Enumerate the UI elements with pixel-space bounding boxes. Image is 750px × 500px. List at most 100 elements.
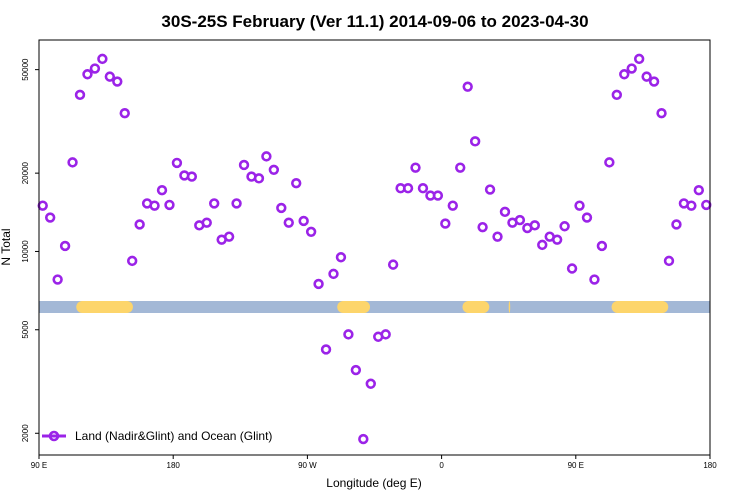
data-point-0-34 <box>291 177 302 189</box>
data-point-0-36 <box>305 226 317 238</box>
data-point-0-46 <box>380 329 391 340</box>
data-point-0-57 <box>462 81 473 92</box>
data-point-0-47 <box>387 259 399 270</box>
legend-marker-swatch <box>48 430 60 442</box>
x-tick-label-1: 180 <box>167 461 181 470</box>
data-point-0-80 <box>633 53 645 65</box>
data-point-0-53 <box>432 190 444 201</box>
data-point-0-69 <box>551 234 563 245</box>
data-point-0-79 <box>626 63 637 74</box>
data-point-0-89 <box>701 199 712 211</box>
data-point-0-33 <box>283 217 294 228</box>
data-point-0-49 <box>402 183 414 194</box>
data-point-0-11 <box>119 108 130 119</box>
data-point-0-75 <box>596 240 608 252</box>
data-point-0-39 <box>328 268 339 280</box>
data-point-0-31 <box>268 164 280 176</box>
data-point-0-44 <box>365 378 376 389</box>
data-point-0-32 <box>276 202 287 214</box>
data-point-0-29 <box>253 173 265 184</box>
y-tick-label-0: 2000 <box>21 424 30 442</box>
data-point-0-43 <box>358 433 369 445</box>
data-point-0-42 <box>350 364 362 376</box>
legend: Land (Nadir&Glint) and Ocean (Glint) <box>42 429 272 443</box>
data-point-0-77 <box>611 89 623 101</box>
data-point-0-3 <box>59 240 71 252</box>
land-segment-2 <box>462 301 490 313</box>
data-point-0-22 <box>201 217 212 228</box>
data-point-0-9 <box>104 71 116 82</box>
x-tick-label-4: 90 E <box>568 461 584 470</box>
data-point-0-25 <box>223 231 235 242</box>
data-point-0-58 <box>469 136 481 147</box>
data-point-0-61 <box>492 231 503 242</box>
data-point-0-88 <box>693 184 705 196</box>
data-point-0-1 <box>44 212 56 223</box>
y-tick-label-4: 50000 <box>21 58 30 81</box>
data-point-0-55 <box>447 200 458 211</box>
data-point-0-13 <box>134 219 145 230</box>
data-point-0-16 <box>156 184 168 196</box>
data-point-0-78 <box>619 69 630 80</box>
data-point-0-62 <box>499 206 511 218</box>
data-point-0-60 <box>484 184 496 195</box>
data-point-0-37 <box>313 278 324 290</box>
data-point-0-8 <box>97 53 108 65</box>
data-point-0-27 <box>238 159 250 171</box>
data-point-0-12 <box>126 255 138 267</box>
data-point-0-6 <box>82 69 93 80</box>
y-tick-label-2: 10000 <box>21 240 30 263</box>
ocean-band <box>39 301 710 313</box>
land-segment-3 <box>508 301 511 313</box>
data-point-0-2 <box>52 274 63 285</box>
data-point-0-4 <box>67 157 78 168</box>
data-point-0-38 <box>320 344 332 355</box>
data-point-0-23 <box>209 198 220 209</box>
data-point-0-54 <box>440 218 451 229</box>
data-point-0-85 <box>671 219 682 230</box>
axis-ticks: 90 E 180 90 W 0 90 E 180 2000 5000 10000 20000 500… <box>21 58 717 470</box>
x-tick-label-5: 180 <box>703 461 717 470</box>
data-point-0-74 <box>589 274 600 285</box>
data-point-0-51 <box>417 183 429 194</box>
data-point-0-84 <box>663 255 675 267</box>
land-segment-4 <box>611 301 669 313</box>
y-tick-label-1: 5000 <box>21 320 30 338</box>
data-point-0-18 <box>171 157 183 169</box>
data-point-0-59 <box>477 221 488 233</box>
data-point-0-30 <box>261 151 272 162</box>
data-point-0-40 <box>335 252 347 263</box>
land-ocean-bar <box>39 301 710 313</box>
data-point-0-66 <box>529 220 540 231</box>
data-point-0-35 <box>298 215 309 227</box>
data-point-0-64 <box>514 214 526 226</box>
data-point-0-71 <box>566 263 578 274</box>
x-tick-label-0: 90 E <box>31 461 47 470</box>
x-axis-label: Longitude (deg E) <box>326 476 421 490</box>
data-point-0-81 <box>641 71 652 82</box>
data-point-0-76 <box>604 157 615 168</box>
data-point-0-7 <box>89 63 101 74</box>
data-point-0-67 <box>537 239 548 251</box>
data-point-0-72 <box>574 200 585 211</box>
data-point-0-83 <box>656 108 667 119</box>
data-point-0-0 <box>37 200 48 211</box>
data-point-0-5 <box>74 89 86 101</box>
chart-title: 30S-25S February (Ver 11.1) 2014-09-06 t… <box>161 12 588 31</box>
data-point-0-87 <box>686 200 697 211</box>
land-segment-1 <box>337 301 371 313</box>
data-points <box>37 53 712 445</box>
data-point-0-20 <box>186 171 198 182</box>
data-point-0-82 <box>648 76 660 87</box>
data-point-0-10 <box>112 76 123 87</box>
x-tick-label-2: 90 W <box>298 461 317 470</box>
data-point-0-70 <box>559 221 570 232</box>
legend-label: Land (Nadir&Glint) and Ocean (Glint) <box>75 429 272 443</box>
data-point-0-17 <box>164 199 175 211</box>
data-point-0-56 <box>455 162 466 173</box>
plot-frame <box>38 39 711 456</box>
y-tick-label-3: 20000 <box>21 161 30 184</box>
data-point-0-15 <box>149 200 160 211</box>
land-segment-0 <box>76 301 133 313</box>
